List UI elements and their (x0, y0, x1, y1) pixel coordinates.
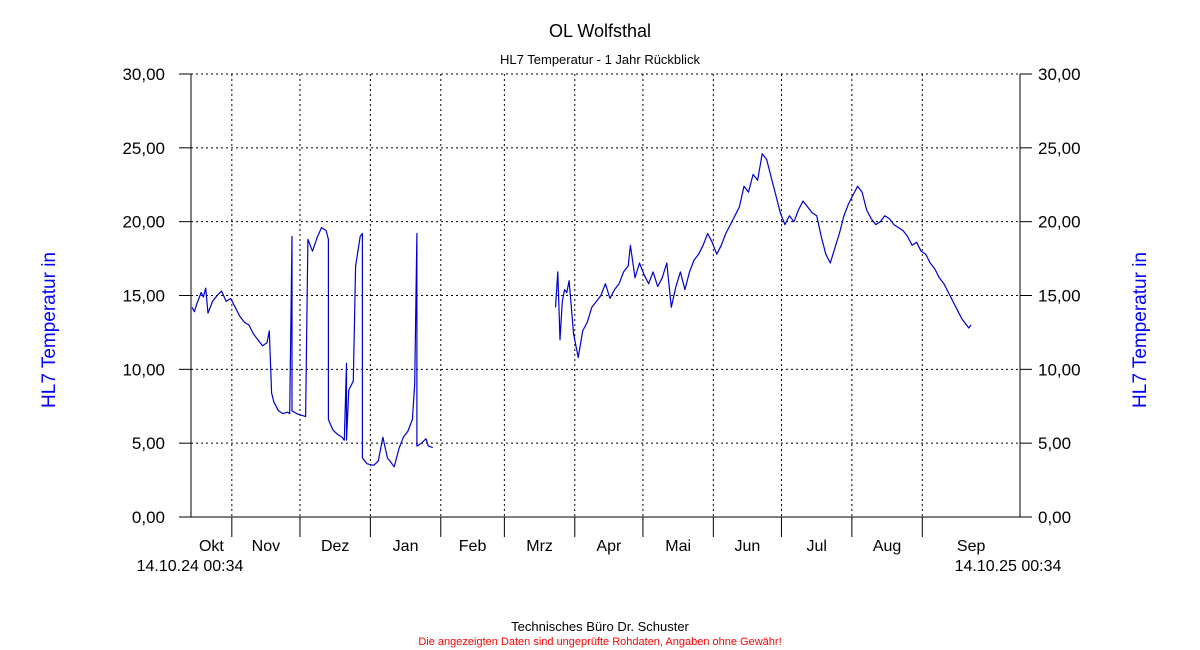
month-label: Sep (957, 538, 986, 555)
month-label: Aug (873, 538, 901, 555)
month-label: Nov (252, 538, 280, 555)
month-label: Jun (735, 538, 761, 555)
y-tick-label-left: 25,00 (122, 139, 165, 158)
footer-company: Technisches Büro Dr. Schuster (511, 619, 689, 634)
y-tick-label-right: 30,00 (1038, 65, 1081, 84)
axes (179, 73, 1032, 537)
y-ticks-right: 0,00 5,00 10,00 15,00 20,00 25,00 30,00 (1038, 65, 1081, 527)
chart-title: OL Wolfsthal (549, 21, 651, 41)
grid (191, 73, 1020, 517)
footer-disclaimer: Die angezeigten Daten sind ungeprüfte Ro… (418, 636, 781, 648)
month-labels: Okt Nov Dez Jan Feb Mrz Apr Mai Jun Jul Aug Sep (199, 538, 986, 555)
y-tick-label-left: 5,00 (132, 434, 165, 453)
month-label: Mrz (526, 538, 553, 555)
month-label: Okt (199, 538, 224, 555)
x-end-date: 14.10.25 00:34 (955, 558, 1062, 575)
y-tick-label-right: 0,00 (1038, 508, 1071, 527)
y-tick-label-left: 20,00 (122, 213, 165, 232)
y-tick-label-left: 10,00 (122, 360, 165, 379)
y-tick-label-left: 30,00 (122, 65, 165, 84)
y-tick-label-right: 15,00 (1038, 287, 1081, 306)
month-label: Apr (596, 538, 622, 555)
temperature-line (554, 153, 972, 359)
y-ticks-left: 0,00 5,00 10,00 15,00 20,00 25,00 30,00 (122, 65, 165, 527)
y-tick-label-left: 0,00 (132, 508, 165, 527)
temperature-line (191, 227, 433, 468)
chart-subtitle: HL7 Temperatur - 1 Jahr Rückblick (500, 52, 700, 67)
month-label: Dez (321, 538, 349, 555)
month-label: Jul (806, 538, 826, 555)
y-tick-label-right: 20,00 (1038, 213, 1081, 232)
y-tick-label-right: 25,00 (1038, 139, 1081, 158)
month-label: Jan (393, 538, 419, 555)
y-tick-label-left: 15,00 (122, 287, 165, 306)
month-label: Mai (665, 538, 691, 555)
month-label: Feb (459, 538, 487, 555)
y-axis-label-right: HL7 Temperatur in (1130, 252, 1151, 408)
y-tick-label-right: 10,00 (1038, 360, 1081, 379)
x-start-date: 14.10.24 00:34 (137, 558, 244, 575)
y-axis-label-left: HL7 Temperatur in (39, 252, 60, 408)
y-tick-label-right: 5,00 (1038, 434, 1071, 453)
series (191, 153, 972, 468)
